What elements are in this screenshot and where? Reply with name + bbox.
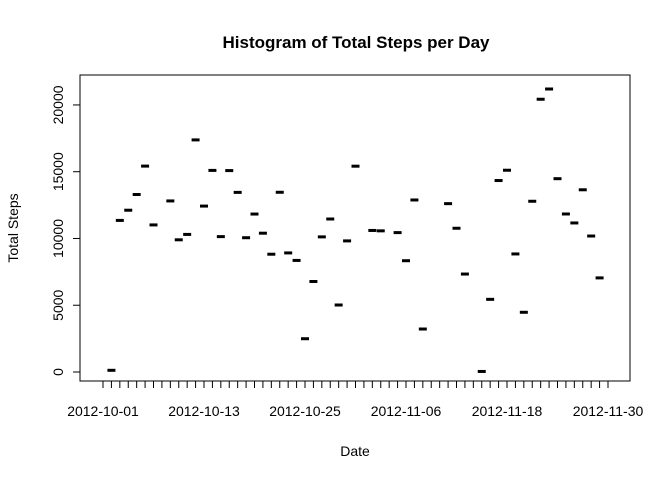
y-axis: 0 5000 10000 15000 20000 [50, 85, 81, 376]
x-tick-label: 2012-10-13 [168, 403, 240, 419]
y-tick-label: 15000 [50, 152, 66, 191]
y-axis-label: Total Steps [5, 193, 21, 262]
x-tick-label: 2012-10-25 [269, 403, 341, 419]
x-axis-label: Date [340, 443, 370, 459]
y-tick-label: 0 [50, 368, 66, 376]
y-tick-label: 5000 [50, 289, 66, 320]
y-tick-label: 10000 [50, 219, 66, 258]
x-tick-label: 2012-11-30 [573, 403, 644, 419]
chart-title: Histogram of Total Steps per Day [222, 33, 490, 52]
y-tick-label: 20000 [50, 85, 66, 124]
data-points [107, 87, 604, 373]
x-tick-label: 2012-11-06 [371, 403, 442, 419]
x-axis: 2012-10-01 2012-10-13 2012-10-25 2012-11-06… [67, 380, 644, 419]
x-tick-label: 2012-10-01 [67, 403, 139, 419]
x-tick-label: 2012-11-18 [472, 403, 543, 419]
